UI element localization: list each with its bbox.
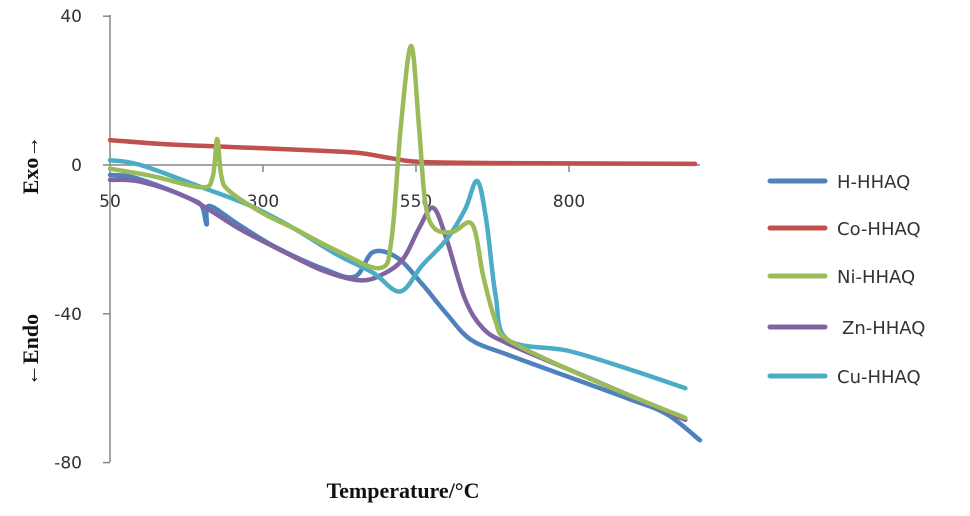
legend-label: Zn-HHAQ [842,318,925,339]
y-tick-label: -40 [54,305,82,325]
legend-item: Ni-HHAQ [767,267,915,288]
legend-label: Co-HHAQ [837,219,921,240]
y-ticks: 40 0 -40 -80 [54,7,110,474]
y-axis-title-exo: Exo→ [18,136,43,195]
legend-item: Cu-HHAQ [767,367,921,388]
x-axis-title: Temperature/°C [326,478,479,503]
legend-item: H-HHAQ [767,172,910,193]
series-line-ni-hhaq [107,43,688,421]
legend-label: H-HHAQ [837,172,910,193]
legend-label: Ni-HHAQ [837,267,915,288]
series-line-h-hhaq [107,172,703,443]
legend: H-HHAQ Co-HHAQ Ni-HHAQ Zn-HHAQ Cu-HHAQ [767,172,925,388]
axes: 400-40-80 50 300 550 800 [54,7,700,474]
x-ticks: 50 300 550 800 [99,165,585,212]
legend-label: Cu-HHAQ [837,367,921,388]
series-line-co-hhaq [107,137,698,167]
legend-item: Co-HHAQ [767,219,921,240]
y-axis-title-endo: ←Endo [18,314,43,386]
y-tick-label: -80 [54,454,82,474]
y-tick-label: 0 [71,156,82,176]
y-tick-label: 40 [60,7,82,27]
legend-item: Zn-HHAQ [767,318,925,339]
series-lines [107,43,703,443]
x-tick-label: 50 [99,192,121,212]
x-tick-label: 800 [553,192,585,212]
